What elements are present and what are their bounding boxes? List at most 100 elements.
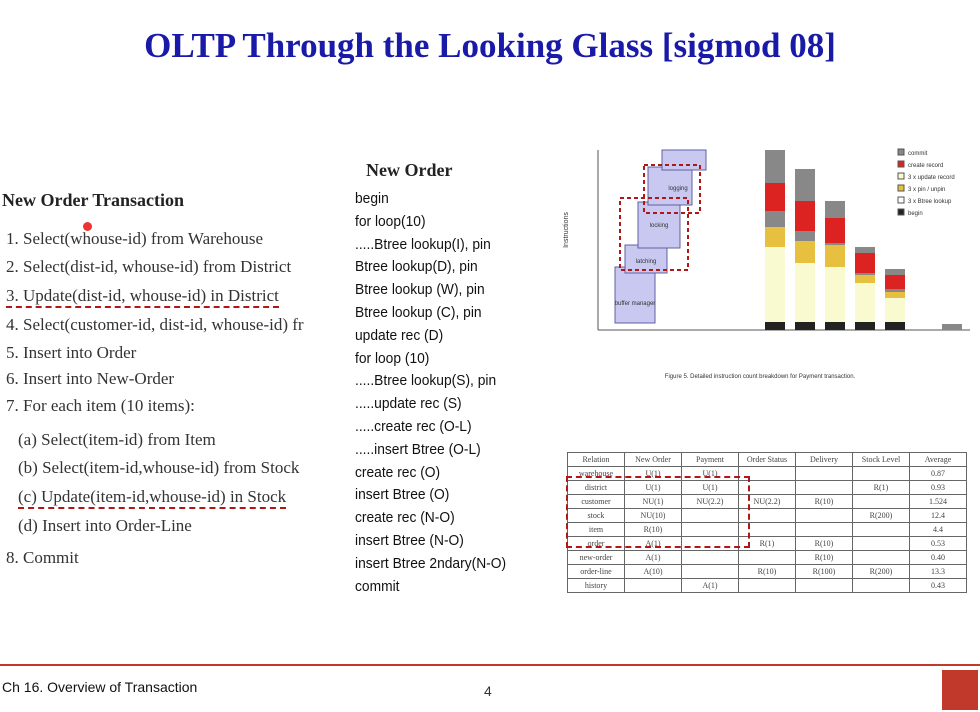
table-cell (795, 578, 853, 593)
logo (942, 670, 978, 710)
code-line: insert Btree (N-O) (355, 532, 464, 549)
table-cell: 0.53 (909, 536, 967, 551)
table-row: district U(1) U(1) R(1) 0.93 (567, 480, 967, 495)
list-item: (a) Select(item-id) from Item (18, 430, 216, 449)
bars (765, 150, 962, 330)
figure: Instructions buffer manager latching loc… (563, 148, 970, 380)
table-cell (795, 508, 853, 523)
code-line: .....create rec (O-L) (355, 418, 472, 435)
legend: commit create record 3 x update record 3 x … (897, 148, 955, 217)
code-line: update rec (D) (355, 326, 444, 344)
table-cell (681, 564, 739, 579)
list-item: 1. Select(whouse-id) from Warehouse (6, 229, 264, 248)
left-heading: New Order Transaction (2, 190, 184, 210)
code-line: insert Btree 2ndary(N-O) (355, 554, 507, 572)
legend-swatch (897, 160, 905, 168)
box-label: buffer manager (615, 301, 656, 307)
table-cell: R(10) (795, 536, 853, 551)
table-cell (852, 536, 910, 551)
list-item: 4. Select(customer-id, dist-id, whouse-i… (6, 315, 304, 334)
table-cell: A(10) (624, 564, 682, 579)
highlight (619, 164, 701, 271)
table: Relation New Order Payment Order Status Deli… (567, 452, 967, 593)
table-cell: Delivery (795, 452, 853, 467)
table-cell: R(10) (795, 494, 853, 509)
code-line: Btree lookup(D), pin (355, 258, 478, 276)
table-cell: new-order (567, 550, 625, 565)
code-line: .....Btree lookup(S), pin (355, 372, 497, 390)
table-cell: R(200) (852, 564, 910, 579)
table-cell: 0.43 (909, 578, 967, 593)
table-cell (795, 480, 853, 495)
table-highlight (566, 476, 750, 548)
table-cell (852, 494, 910, 509)
table-cell (738, 550, 796, 565)
table-row: new-order A(1) R(10) 0.40 (567, 550, 967, 565)
footer-text: Ch 16. Overview of Transaction (2, 679, 198, 695)
table-cell (852, 522, 910, 537)
code-line: commit (355, 577, 400, 595)
table-cell: 12.4 (909, 508, 967, 523)
code-line: .....Btree lookup(I), pin (355, 235, 491, 253)
table-row: history A(1) 0.43 (567, 578, 967, 593)
table-cell (795, 466, 853, 481)
legend-label: 3 x pin / unpin (908, 187, 945, 193)
table-cell: R(1) (852, 480, 910, 495)
table-cell (738, 578, 796, 593)
code-line: .....insert Btree (O-L) (355, 440, 481, 458)
code-line: for loop (10) (355, 349, 430, 367)
box-label: logging (668, 186, 687, 192)
table-cell: 4.4 (909, 522, 967, 537)
table-cell: Relation (567, 452, 625, 467)
legend-label: 3 x Btree lookup (908, 199, 952, 205)
table-cell (681, 550, 739, 565)
legend-label: begin (908, 211, 923, 217)
table-cell: 13.3 (909, 564, 967, 579)
list-item: 3. Update(dist-id, whouse-id) in Distric… (6, 286, 279, 308)
legend-swatch (897, 208, 905, 216)
code-line: insert Btree (O) (355, 486, 450, 504)
table-cell (795, 522, 853, 537)
code-line: Btree lookup (W), pin (355, 281, 485, 299)
table-cell: R(10) (795, 550, 853, 565)
legend-swatch (897, 148, 905, 156)
y-label: Instructions (563, 212, 570, 248)
table-cell: R(10) (738, 564, 796, 579)
table-cell: 0.93 (909, 480, 967, 495)
table-cell (624, 578, 682, 593)
box-label: locking (650, 223, 669, 229)
code-line: for loop(10) (355, 212, 426, 230)
list-item: 5. Insert into Order (6, 343, 137, 362)
code-line: create rec (O) (355, 463, 441, 481)
table-cell: Payment (681, 452, 739, 467)
caption: Figure 5. Detailed instruction count bre… (665, 374, 856, 380)
slide-title: OLTP Through the Looking Glass [sigmod 0… (144, 26, 836, 65)
middle-heading: New Order (366, 160, 453, 180)
table-cell: Average (909, 452, 967, 467)
legend-swatch (897, 172, 905, 180)
table-cell: R(100) (795, 564, 853, 579)
list-item: 2. Select(dist-id, whouse-id) from Distr… (6, 257, 292, 276)
list-item: (b) Select(item-id,whouse-id) from Stock (18, 458, 300, 477)
legend-label: create record (908, 163, 943, 169)
table-cell (852, 578, 910, 593)
list-item: (d) Insert into Order-Line (18, 516, 192, 535)
table-cell: R(200) (852, 508, 910, 523)
legend-label: 3 x update record (908, 175, 955, 181)
code-line: Btree lookup (C), pin (355, 304, 482, 321)
footer-line (0, 664, 980, 666)
code-line: .....update rec (S) (355, 395, 462, 413)
table-cell: order-line (567, 564, 625, 579)
table-cell: 0.87 (909, 466, 967, 481)
table-row: Relation New Order Payment Order Status Deli… (567, 452, 967, 467)
box-label: latching (636, 259, 657, 265)
code-line: begin (355, 190, 389, 207)
table-cell: 0.40 (909, 550, 967, 565)
table-cell: A(1) (624, 550, 682, 565)
cursor-dot (83, 222, 92, 231)
list-item: (c) Update(item-id,whouse-id) in Stock (18, 487, 287, 509)
list-item: 7. For each item (10 items): (6, 396, 195, 415)
table-cell: 1.524 (909, 494, 967, 509)
list-item: 8. Commit (6, 548, 79, 567)
